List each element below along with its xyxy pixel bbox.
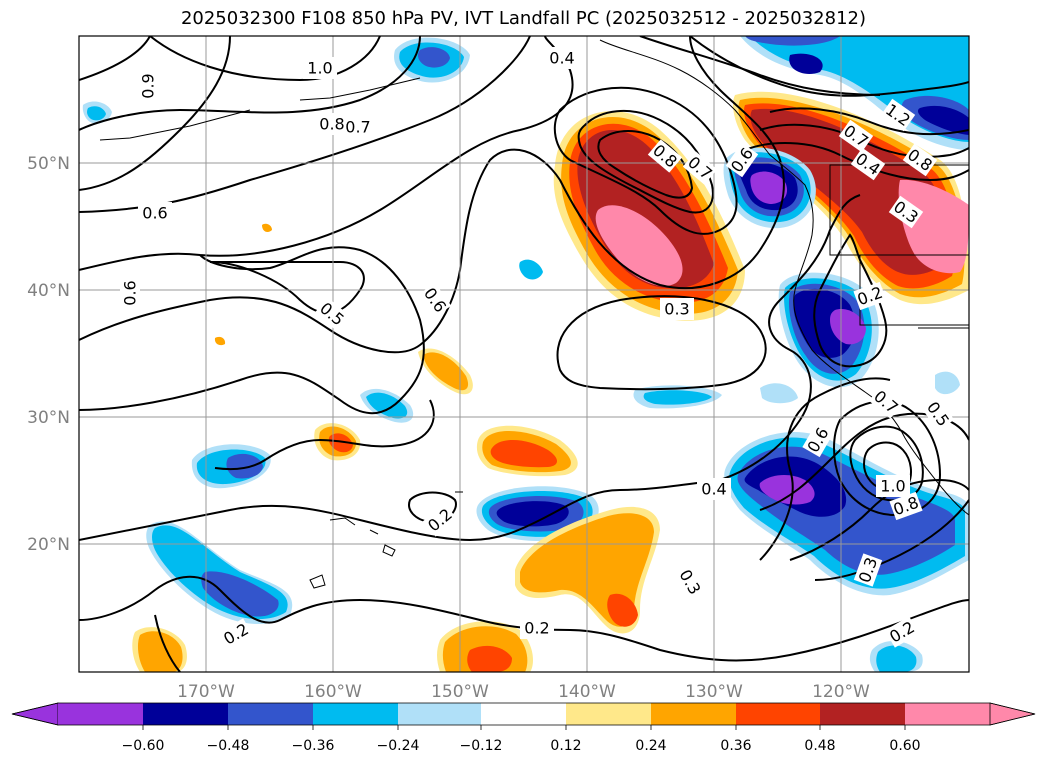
lon-label-130w: 130°W bbox=[685, 682, 743, 702]
anomaly-negative-west bbox=[82, 37, 960, 672]
colorbar-tick-label: −0.36 bbox=[292, 738, 335, 754]
contour-label: 0.6 bbox=[138, 202, 172, 224]
latitude-labels: 50°N 40°N 30°N 20°N bbox=[27, 154, 70, 555]
svg-text:0.4: 0.4 bbox=[549, 49, 574, 68]
contour-label: 0.4 bbox=[697, 478, 731, 500]
colorbar-tick-label: 0.24 bbox=[635, 738, 666, 754]
svg-text:0.6: 0.6 bbox=[142, 204, 167, 223]
colorbar-tick-label: −0.60 bbox=[122, 738, 165, 754]
contour-label: 0.7 bbox=[344, 116, 372, 138]
contour-label: 1.0 bbox=[303, 57, 337, 79]
anomaly-positive-nw bbox=[553, 111, 745, 321]
map-frame bbox=[78, 35, 970, 673]
colorbar-segment bbox=[736, 703, 820, 725]
lon-label-140w: 140°W bbox=[558, 682, 616, 702]
contour-label: 0.4 bbox=[545, 47, 579, 69]
colorbar-tick-label: 0.48 bbox=[804, 738, 835, 754]
svg-text:0.3: 0.3 bbox=[664, 300, 689, 319]
lat-label-50n: 50°N bbox=[27, 154, 70, 174]
svg-text:0.4: 0.4 bbox=[701, 480, 726, 499]
map-title: 2025032300 F108 850 hPa PV, IVT Landfall… bbox=[180, 8, 867, 29]
svg-text:0.8: 0.8 bbox=[319, 115, 344, 134]
colorbar-segment bbox=[566, 703, 651, 725]
lon-label-170w: 170°W bbox=[177, 682, 235, 702]
colorbar: −0.60 −0.48 −0.36 −0.24 −0.12 0.12 0.24 … bbox=[11, 702, 1036, 754]
svg-text:0.2: 0.2 bbox=[524, 619, 549, 638]
colorbar-tick-label: −0.48 bbox=[207, 738, 250, 754]
coastlines bbox=[99, 39, 969, 589]
contour-label: 1.0 bbox=[876, 475, 910, 497]
svg-text:0.7: 0.7 bbox=[345, 118, 370, 137]
colorbar-segment bbox=[58, 703, 143, 725]
longitude-labels: 170°W 160°W 150°W 140°W 130°W 120°W bbox=[177, 682, 870, 702]
colorbar-tick-label: 0.36 bbox=[720, 738, 751, 754]
anomaly-positive-ne bbox=[733, 91, 969, 305]
colorbar-tick-label: −0.12 bbox=[460, 738, 503, 754]
svg-text:1.0: 1.0 bbox=[307, 59, 332, 78]
contour-label: 0.3 bbox=[660, 298, 694, 320]
svg-text:0.6: 0.6 bbox=[121, 280, 140, 305]
svg-text:1.0: 1.0 bbox=[880, 477, 905, 496]
colorbar-tick-label: −0.24 bbox=[377, 738, 420, 754]
lat-label-30n: 30°N bbox=[27, 408, 70, 428]
contour-label: 0.6 bbox=[120, 276, 140, 310]
lon-label-120w: 120°W bbox=[812, 682, 870, 702]
graticule bbox=[79, 36, 969, 672]
colorbar-segment bbox=[143, 703, 228, 725]
colorbar-segment bbox=[313, 703, 398, 725]
colorbar-segment bbox=[820, 703, 905, 725]
anomaly-negative-ca bbox=[778, 272, 879, 388]
colorbar-tick-label: 0.12 bbox=[550, 738, 581, 754]
lon-label-160w: 160°W bbox=[304, 682, 362, 702]
colorbar-segment bbox=[398, 703, 481, 725]
lat-label-40n: 40°N bbox=[27, 281, 70, 301]
contour-label: 0.8 bbox=[315, 113, 349, 135]
contour-label: 0.2 bbox=[520, 617, 554, 639]
lon-label-150w: 150°W bbox=[431, 682, 489, 702]
svg-text:0.9: 0.9 bbox=[139, 73, 158, 98]
contour-label: 0.9 bbox=[138, 69, 158, 103]
colorbar-tick-label: 0.60 bbox=[889, 738, 920, 754]
colorbar-segment bbox=[651, 703, 736, 725]
shaded-anomalies bbox=[82, 36, 969, 672]
colorbar-segment bbox=[228, 703, 313, 725]
colorbar-extend-low bbox=[11, 702, 59, 726]
colorbar-segment bbox=[481, 703, 566, 725]
anomaly-negative-bc bbox=[723, 147, 816, 229]
colorbar-extend-high bbox=[989, 702, 1036, 726]
lat-label-20n: 20°N bbox=[27, 535, 70, 555]
colorbar-segment bbox=[905, 703, 990, 725]
